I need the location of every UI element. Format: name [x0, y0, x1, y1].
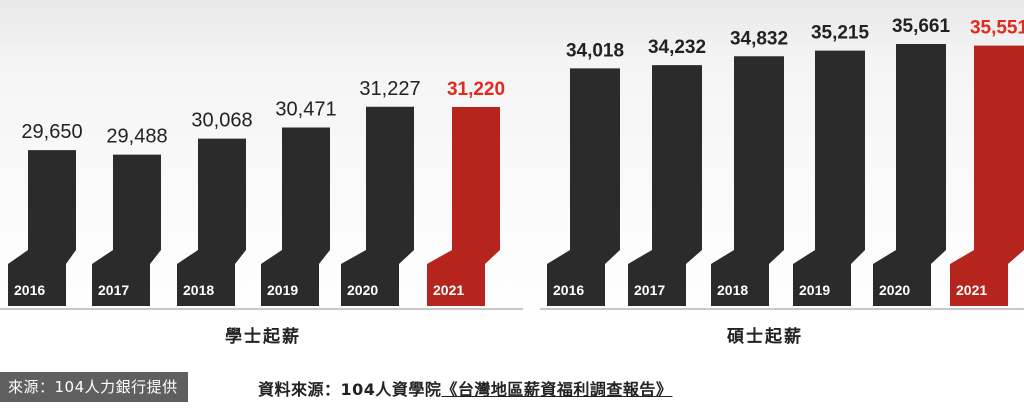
- year-label-2016: 2016: [553, 282, 584, 298]
- value-label-2017: 29,488: [106, 126, 167, 148]
- chart-title-master: 碩士起薪: [727, 327, 803, 347]
- year-label-2021: 2021: [433, 282, 464, 298]
- year-label-2017: 2017: [98, 282, 129, 298]
- source-prefix: 資料來源：104人資學院: [258, 380, 442, 399]
- bar-2018: [711, 56, 784, 306]
- value-label-2016: 29,650: [21, 121, 82, 143]
- value-label-2018: 30,068: [191, 110, 252, 132]
- value-label-2019: 35,215: [811, 23, 870, 44]
- bar-2017: [628, 65, 702, 306]
- bar-2020: [341, 106, 414, 306]
- source-report-title: 《台灣地區薪資福利調查報告》: [441, 380, 673, 399]
- bar-2017: [92, 154, 161, 306]
- year-label-2018: 2018: [183, 282, 214, 298]
- value-label-2016: 34,018: [566, 40, 624, 61]
- value-label-2020: 35,661: [892, 16, 951, 37]
- bar-2019: [261, 127, 330, 306]
- image-credit: 來源：104人力銀行提供: [0, 372, 188, 402]
- chart-title-bachelor: 學士起薪: [225, 327, 301, 347]
- bar-2019: [793, 50, 865, 306]
- bar-2021: [950, 45, 1024, 306]
- bar-2016: [8, 150, 76, 306]
- year-label-2019: 2019: [267, 282, 298, 298]
- year-label-2020: 2020: [879, 282, 910, 298]
- year-label-2016: 2016: [14, 282, 45, 298]
- bar-2020: [873, 44, 946, 307]
- year-label-2021: 2021: [956, 282, 987, 298]
- bar-2018: [177, 138, 246, 306]
- value-label-2019: 30,471: [275, 99, 336, 121]
- year-label-2017: 2017: [634, 282, 665, 298]
- bar-2021: [427, 106, 500, 306]
- bar-2016: [547, 68, 620, 306]
- year-label-2020: 2020: [347, 282, 378, 298]
- value-label-2020: 31,227: [359, 78, 420, 100]
- year-label-2018: 2018: [717, 282, 748, 298]
- source-note: 資料來源：104人資學院《台灣地區薪資福利調查報告》: [258, 376, 672, 400]
- value-label-2021: 31,220: [447, 79, 505, 100]
- year-label-2019: 2019: [799, 282, 830, 298]
- value-label-2018: 34,832: [730, 28, 788, 49]
- value-label-2017: 34,232: [648, 37, 706, 58]
- value-label-2021: 35,551: [970, 18, 1024, 39]
